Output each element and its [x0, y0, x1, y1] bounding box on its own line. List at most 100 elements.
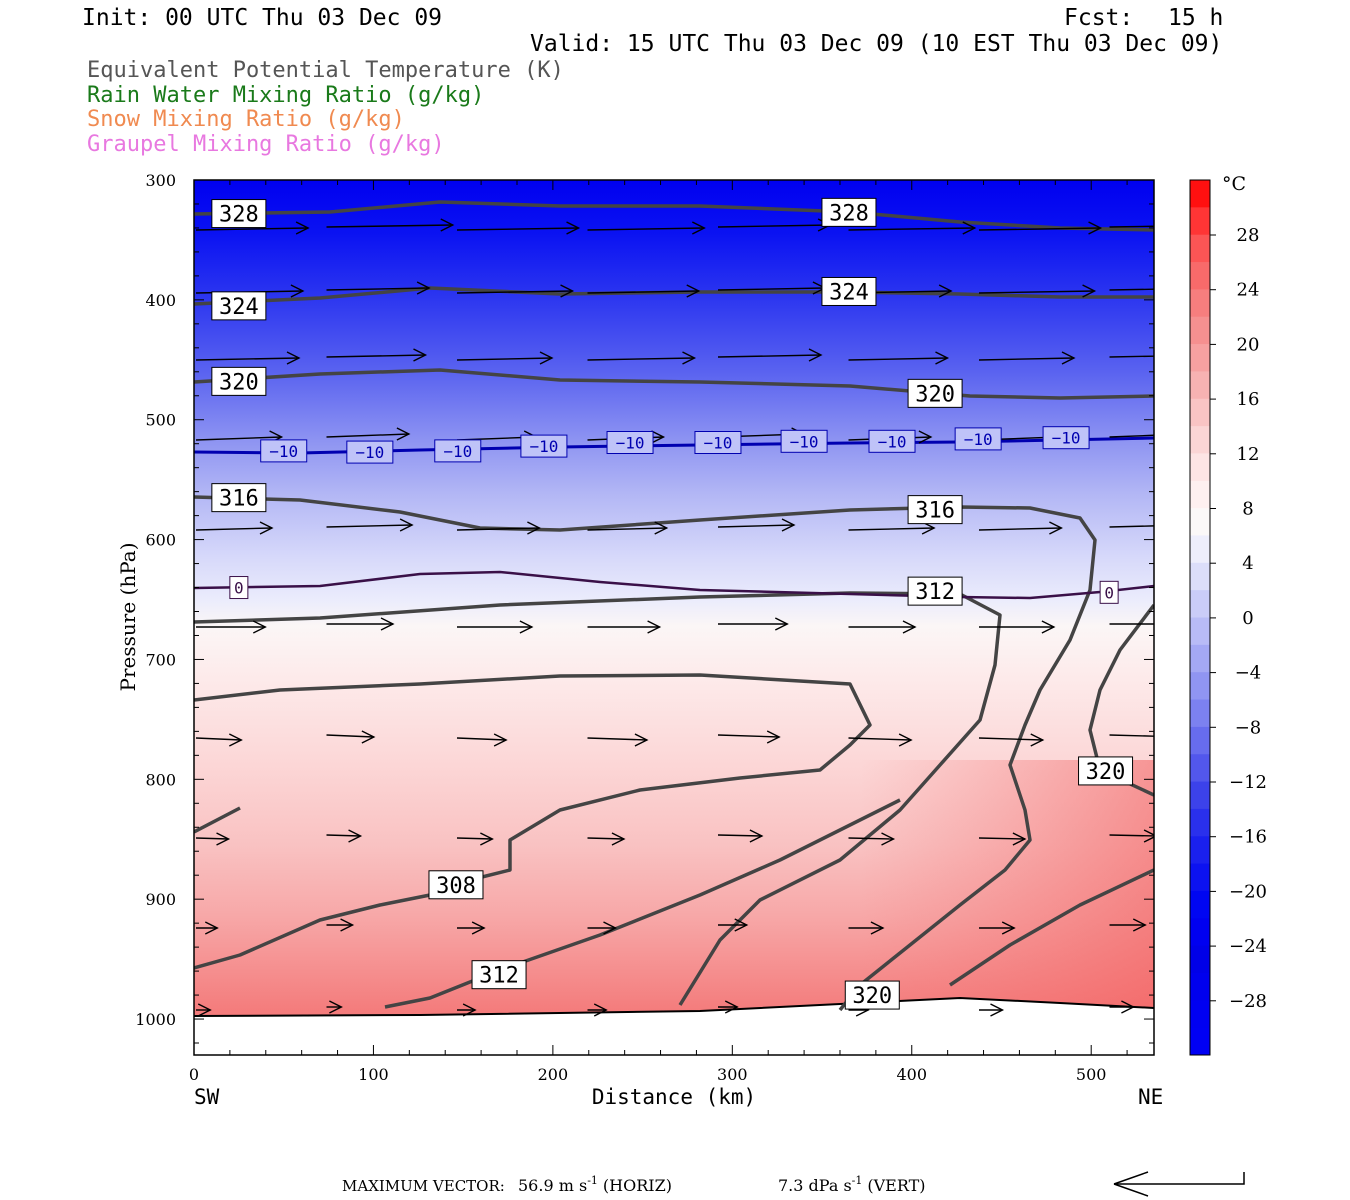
colorbar-swatch — [1190, 289, 1210, 318]
colorbar-swatch — [1190, 508, 1210, 536]
init-time: Init: 00 UTC Thu 03 Dec 09 — [82, 5, 442, 31]
wind-vector — [587, 221, 706, 235]
isotherm-minus10-label: −10 — [694, 431, 742, 454]
wind-vector — [1109, 225, 1154, 228]
colorbar-label: −28 — [1229, 991, 1267, 1012]
theta-e-label: 328 — [821, 197, 877, 227]
colorbar-swatch — [1190, 672, 1210, 701]
colorbar-unit: °C — [1222, 173, 1246, 195]
wind-vector — [979, 1003, 1005, 1017]
y-axis: 300 400 500 600 700 800 900 1000 — [135, 171, 1154, 1044]
colorbar-label: −8 — [1235, 717, 1262, 738]
wind-vector — [457, 921, 486, 935]
theta-e-label: 320 — [907, 378, 963, 408]
isotherm-minus10-label: −10 — [606, 431, 654, 454]
wind-vector — [848, 351, 950, 365]
forecast-label: Fcst: — [1064, 5, 1133, 31]
colorbar-swatch — [1190, 863, 1210, 892]
wind-vector — [848, 921, 885, 935]
max-vector-horiz-unit: (HORIZ) — [603, 1176, 672, 1195]
isotherm-labels: −10 −10 −10 −10 −10 −10 −10 −10 −10 −10 0 0 — [229, 426, 1119, 604]
colorbar-label: −16 — [1229, 827, 1267, 848]
theta-e-contour-312-lower — [194, 806, 241, 834]
colorbar-swatch — [1190, 590, 1210, 618]
wind-vector — [587, 284, 701, 298]
wind-vector — [717, 829, 764, 843]
wind-vector — [1240, 522, 1316, 534]
wind-vector — [1109, 623, 1154, 625]
colorbar-swatch — [1190, 945, 1210, 974]
wind-vector — [326, 218, 455, 232]
max-vector-horiz: 56.9 m s — [518, 1176, 587, 1195]
svg-text:324: 324 — [219, 295, 259, 320]
colorbar-label: −24 — [1229, 936, 1267, 957]
theta-e-labels: 328 328 324 324 320 320 316 316 312 320 308 312 320 — [211, 197, 1134, 1010]
svg-text:MAXIMUM VECTOR:: MAXIMUM VECTOR: — [342, 1177, 505, 1195]
wind-vector — [848, 733, 913, 747]
svg-text:320: 320 — [1086, 760, 1126, 785]
max-vector-legend: MAXIMUM VECTOR: 56.9 m s-1 (HORIZ) 7.3 dP… — [342, 1171, 1245, 1197]
wind-vector — [326, 730, 376, 744]
svg-text:−10: −10 — [616, 434, 645, 453]
x-tick-label: 200 — [538, 1065, 569, 1084]
isotherm-0-label: 0 — [229, 576, 249, 600]
wind-vector — [979, 921, 1016, 935]
wind-vector — [456, 351, 554, 365]
theta-e-contour-308 — [194, 673, 872, 970]
colorbar-label: −4 — [1235, 663, 1262, 684]
wind-vector — [848, 620, 917, 634]
isotherm-minus10-label: −10 — [780, 429, 828, 453]
theta-e-contour-328 — [194, 200, 1154, 232]
wind-vector — [195, 521, 274, 535]
wind-vector — [1240, 922, 1276, 934]
wind-vector — [326, 829, 363, 843]
x-axis-title: Distance (km) — [592, 1085, 756, 1109]
y-axis-title: Pressure (hPa) — [116, 543, 140, 692]
wind-vector — [978, 832, 1027, 846]
colorbar-swatch — [1190, 207, 1210, 236]
max-vector-vert-exp: -1 — [852, 1174, 863, 1187]
svg-text:320: 320 — [219, 370, 259, 395]
max-vector-vert-unit: (VERT) — [867, 1176, 925, 1195]
colorbar-swatch — [1190, 808, 1210, 837]
max-vector-vert: 7.3 dPa s — [778, 1176, 852, 1195]
y-tick-label: 500 — [145, 411, 176, 430]
colorbar-swatch — [1190, 781, 1210, 810]
colorbar-label: 20 — [1237, 334, 1260, 355]
isotherm-minus10-label: −10 — [520, 434, 568, 458]
colorbar-swatch — [1190, 426, 1210, 454]
colorbar-swatch — [1190, 262, 1210, 290]
theta-e-label: 316 — [907, 495, 963, 525]
colorbar-swatch — [1190, 617, 1210, 646]
wind-vector — [195, 733, 243, 747]
svg-text:−10: −10 — [355, 443, 384, 462]
wind-vector — [456, 221, 581, 235]
y-tick-label: 1000 — [135, 1010, 176, 1029]
max-vector-label: MAXIMUM VECTOR: — [342, 1177, 505, 1195]
wind-vector — [456, 521, 541, 535]
colorbar-swatch — [1190, 453, 1210, 482]
theta-e-contour-312-bottom — [384, 798, 901, 1009]
y-tick-label: 700 — [145, 650, 176, 669]
wind-vector — [1109, 525, 1154, 528]
wind-vector — [196, 1003, 212, 1017]
svg-text:56.9 m s-1(HORIZ): 56.9 m s-1 (HORIZ) — [518, 1174, 672, 1195]
theta-e-label: 328 — [211, 199, 267, 229]
x-tick-label: 500 — [1076, 1065, 1107, 1084]
colorbar-swatch — [1190, 371, 1210, 400]
wind-vector — [326, 281, 431, 295]
wind-vector — [326, 1000, 343, 1014]
wind-vector — [979, 620, 1056, 634]
svg-text:−10: −10 — [790, 432, 819, 451]
y-tick-label: 300 — [145, 171, 176, 190]
isotherm-0 — [193, 570, 1155, 600]
reference-vector-arrow — [1113, 1171, 1245, 1197]
svg-text:312: 312 — [915, 580, 955, 605]
isotherm-minus10-label: −10 — [954, 427, 1002, 451]
wind-vector — [718, 918, 749, 932]
colorbar-label: 0 — [1242, 608, 1253, 629]
svg-text:−10: −10 — [964, 430, 993, 449]
colorbar-swatch — [1190, 972, 1210, 1001]
theta-e-contour-320-bottom — [949, 868, 1154, 987]
colorbar-label: −12 — [1229, 772, 1267, 793]
